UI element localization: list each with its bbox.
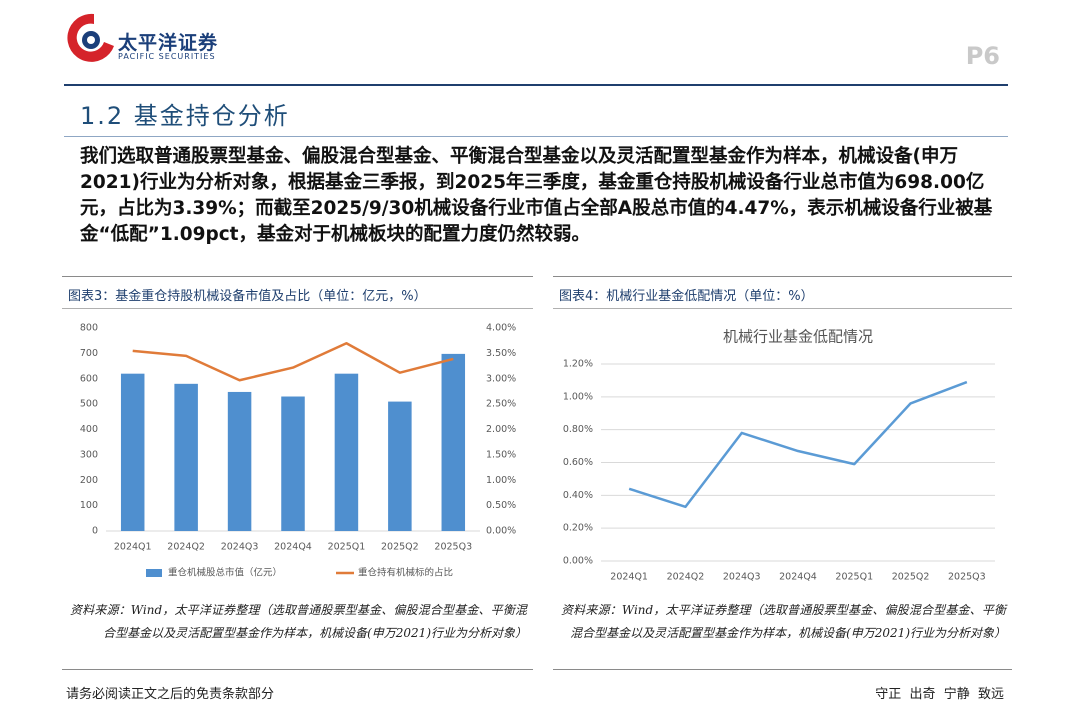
source: 资料来源：Wind，太平洋证券整理（选取普通股票型基金、偏股混合型基金、平衡混合… <box>561 603 1006 640</box>
motto: 守正 出奇 宁静 致远 <box>875 687 1004 702</box>
body-text: 我们选取普通股票型基金、偏股混合型基金、平衡混合型基金以及灵活配置型基金作为样本… <box>80 146 993 245</box>
y-tick-label: 400 <box>80 424 98 435</box>
y2-tick-label: 2.50% <box>486 399 516 410</box>
y-tick-label: 0.60% <box>563 457 593 468</box>
legend-swatch <box>146 569 162 577</box>
x-tick-label: 2024Q4 <box>779 572 817 583</box>
x-tick-label: 2024Q2 <box>667 572 705 583</box>
rule <box>62 308 533 309</box>
x-tick-label: 2025Q3 <box>948 572 986 583</box>
line <box>628 380 968 509</box>
brand-en: PACIFIC SECURITIES <box>118 52 216 61</box>
bar <box>281 396 305 531</box>
chart: 0 100 200 300 400 500 600 700 800 0.00% 0.50% 1.00%… <box>80 323 516 579</box>
y-tick-label: 1.00% <box>563 391 593 402</box>
y-tick-label: 700 <box>80 348 98 359</box>
y-tick-label: 1.20% <box>563 359 593 370</box>
section-title: 1.2 基金持仓分析 <box>80 102 290 130</box>
y-tick-label: 600 <box>80 373 98 384</box>
x-tick-label: 2025Q2 <box>381 542 419 553</box>
x-tick-label: 2025Q1 <box>328 542 366 553</box>
caption: 图表3：基金重仓持股机械设备市值及占比（单位：亿元，%） <box>68 289 427 304</box>
y-tick-label: 200 <box>80 475 98 486</box>
y2-tick-label: 3.00% <box>486 373 516 384</box>
y-tick-label: 300 <box>80 449 98 460</box>
rule <box>553 308 1012 309</box>
rule <box>64 136 1008 137</box>
bar <box>388 401 412 531</box>
chart-title: 机械行业基金低配情况 <box>723 328 873 346</box>
legend-label: 重仓机械股总市值（亿元） <box>168 567 282 579</box>
bar <box>441 353 466 531</box>
legend-label: 重仓持有机械标的占比 <box>358 567 453 579</box>
line <box>132 341 454 382</box>
y2-tick-label: 0.00% <box>486 526 516 537</box>
chart: 机械行业基金低配情况 0.00% 0.20% 0.40% 0.60% 0.80% 1.00%… <box>563 328 995 583</box>
x-tick-label: 2024Q3 <box>221 542 259 553</box>
x-tick-label: 2024Q2 <box>167 542 205 553</box>
y-tick-label: 0 <box>92 526 98 537</box>
x-tick-label: 2024Q3 <box>723 572 761 583</box>
bar <box>120 373 145 531</box>
x-tick-label: 2025Q2 <box>892 572 930 583</box>
rule <box>64 84 1008 86</box>
y2-tick-label: 1.50% <box>486 449 516 460</box>
x-tick-label: 2024Q1 <box>114 542 152 553</box>
y2-tick-label: 0.50% <box>486 500 516 511</box>
y-tick-label: 0.00% <box>563 556 593 567</box>
page-number: P6 <box>965 42 1000 70</box>
y-tick-label: 0.40% <box>563 490 593 501</box>
brand: 太平洋证券 <box>118 32 219 54</box>
x-tick-label: 2025Q3 <box>434 542 472 553</box>
y2-tick-label: 1.00% <box>486 475 516 486</box>
y2-tick-label: 3.50% <box>486 348 516 359</box>
y-tick-label: 0.20% <box>563 523 593 534</box>
source: 资料来源：Wind，太平洋证券整理（选取普通股票型基金、偏股混合型基金、平衡混合… <box>70 603 527 640</box>
y-tick-label: 0.80% <box>563 424 593 435</box>
figure: 图表3：基金重仓持股机械设备市值及占比（单位：亿元，%） 0 100 200 300 4… <box>62 276 533 670</box>
y-tick-label: 800 <box>80 323 98 334</box>
x-tick-label: 2024Q1 <box>610 572 648 583</box>
y-tick-label: 100 <box>80 500 98 511</box>
caption: 图表4：机械行业基金低配情况（单位：%） <box>559 289 814 304</box>
bar <box>334 373 359 531</box>
y2-tick-label: 2.00% <box>486 424 516 435</box>
y2-tick-label: 4.00% <box>486 323 516 334</box>
bar <box>174 383 198 531</box>
y-tick-label: 500 <box>80 399 98 410</box>
bar <box>227 391 252 531</box>
disclaimer: 请务必阅读正文之后的免责条款部分 <box>66 687 275 702</box>
figure: 图表4：机械行业基金低配情况（单位：%） 机械行业基金低配情况 0.00% 0.20… <box>553 276 1012 670</box>
logo <box>67 13 114 62</box>
x-tick-label: 2024Q4 <box>274 542 312 553</box>
x-tick-label: 2025Q1 <box>835 572 873 583</box>
